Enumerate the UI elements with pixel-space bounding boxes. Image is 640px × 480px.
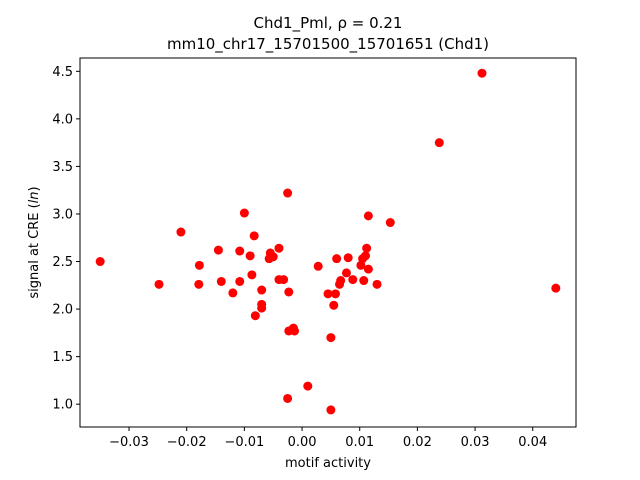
y-tick-label-2: 2.0: [52, 303, 73, 318]
x-axis: −0.03 −0.02 −0.01 0.00 0.01 0.02 0.03 0.04: [109, 427, 547, 450]
data-point-5: [213, 245, 223, 255]
y-axis-label-prefix: signal at CRE (: [27, 203, 42, 298]
data-point-15: [257, 285, 267, 295]
x-tick-label-6: 0.03: [461, 435, 490, 450]
data-point-29: [283, 393, 293, 403]
x-axis-label: motif activity: [285, 456, 371, 471]
data-point-41: [343, 253, 353, 263]
data-point-3: [194, 260, 204, 270]
data-point-1: [154, 279, 164, 289]
data-point-8: [235, 246, 245, 256]
data-point-50: [372, 279, 382, 289]
data-point-6: [216, 276, 226, 286]
points-layer: [95, 68, 561, 415]
data-point-24: [283, 188, 293, 198]
data-point-51: [385, 218, 395, 228]
x-tick-label-4: 0.01: [345, 435, 374, 450]
data-point-34: [326, 405, 336, 415]
data-point-52: [434, 138, 444, 148]
data-point-49: [363, 211, 373, 221]
data-point-37: [332, 254, 342, 264]
y-tick-label-0: 1.0: [52, 398, 73, 413]
data-point-48: [363, 264, 373, 274]
data-point-23: [279, 275, 289, 285]
data-point-2: [176, 227, 186, 237]
data-point-25: [284, 287, 294, 297]
data-point-30: [303, 381, 313, 391]
data-point-31: [313, 261, 323, 271]
data-point-35: [329, 300, 339, 310]
y-tick-label-5: 3.5: [52, 160, 73, 175]
x-tick-label-3: 0.00: [288, 435, 317, 450]
chart-title-line1: Chd1_Pml, ρ = 0.21: [254, 14, 403, 33]
data-point-12: [247, 270, 257, 280]
plot-frame: [79, 57, 577, 428]
data-point-46: [360, 251, 370, 261]
data-point-11: [245, 251, 255, 261]
data-point-20: [268, 252, 278, 262]
data-point-10: [239, 208, 249, 218]
data-point-53: [477, 68, 487, 78]
data-point-47: [362, 243, 372, 253]
y-tick-label-3: 2.5: [52, 255, 73, 270]
y-axis-label-italic: ln: [27, 191, 42, 203]
chart-title-line2: mm10_chr17_15701500_15701651 (Chd1): [167, 35, 489, 54]
data-point-21: [274, 243, 284, 253]
data-point-9: [235, 276, 245, 286]
x-tick-label-0: −0.03: [109, 435, 149, 450]
data-point-33: [326, 333, 336, 343]
data-point-32: [323, 289, 333, 299]
y-tick-label-4: 3.0: [52, 207, 73, 222]
x-tick-label-5: 0.02: [403, 435, 432, 450]
data-point-40: [341, 268, 351, 278]
chart-title: Chd1_Pml, ρ = 0.21: [254, 14, 403, 33]
data-point-39: [336, 276, 346, 286]
x-tick-label-7: 0.04: [518, 435, 547, 450]
y-tick-label-7: 4.5: [52, 65, 73, 80]
data-point-17: [257, 303, 267, 313]
data-point-36: [330, 289, 340, 299]
data-point-13: [249, 231, 259, 241]
data-point-45: [359, 276, 369, 286]
data-point-7: [228, 288, 238, 298]
data-point-4: [194, 279, 204, 289]
x-tick-label-2: −0.01: [224, 435, 264, 450]
data-point-54: [551, 283, 561, 293]
y-axis: 1.0 1.5 2.0 2.5 3.0 3.5 4.0 4.5: [52, 65, 80, 413]
data-point-42: [348, 275, 358, 285]
data-point-0: [95, 257, 105, 267]
y-axis-label-suffix: ): [27, 186, 42, 191]
data-point-14: [250, 311, 260, 321]
y-axis-label: signal at CRE (ln): [27, 186, 42, 298]
data-point-28: [290, 326, 300, 336]
y-tick-label-1: 1.5: [52, 350, 73, 365]
x-tick-label-1: −0.02: [167, 435, 207, 450]
y-tick-label-6: 4.0: [52, 112, 73, 127]
